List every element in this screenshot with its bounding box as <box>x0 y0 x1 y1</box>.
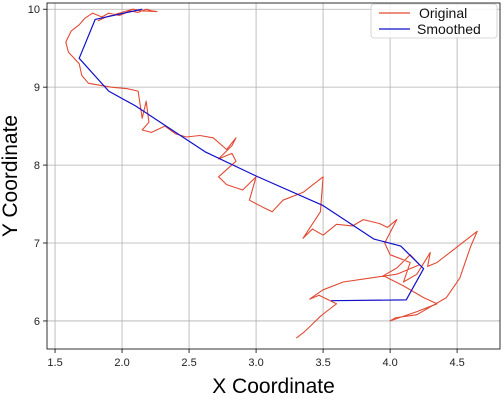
x-tick-label: 3.5 <box>315 357 330 369</box>
y-tick-label: 6 <box>34 316 40 328</box>
plot-series <box>65 8 478 339</box>
x-tick-labels: 1.5 2.0 2.5 3.0 3.5 4.0 4.5 <box>47 349 465 369</box>
series-line-smoothed <box>78 8 425 302</box>
y-tick-label: 10 <box>28 4 40 16</box>
legend-label-smoothed: Smoothed <box>417 21 481 37</box>
x-tick-label: 1.5 <box>47 357 62 369</box>
plot-frame <box>46 2 501 350</box>
y-tick-labels: 6 7 8 9 10 <box>28 4 47 328</box>
legend: Original Smoothed <box>370 3 498 39</box>
x-tick-label: 2.5 <box>181 357 196 369</box>
x-tick-label: 2.0 <box>114 357 129 369</box>
y-axis-label: Y Coordinate <box>0 115 22 237</box>
x-tick-label: 4.0 <box>382 357 397 369</box>
legend-label-original: Original <box>419 5 467 21</box>
series-line-original <box>65 8 478 339</box>
y-tick-label: 9 <box>34 82 40 94</box>
x-tick-label: 4.5 <box>449 357 464 369</box>
y-tick-label: 8 <box>34 160 40 172</box>
grid-lines <box>47 3 500 349</box>
x-tick-label: 3.0 <box>248 357 263 369</box>
y-tick-label: 7 <box>34 238 40 250</box>
x-axis-label: X Coordinate <box>212 375 335 398</box>
